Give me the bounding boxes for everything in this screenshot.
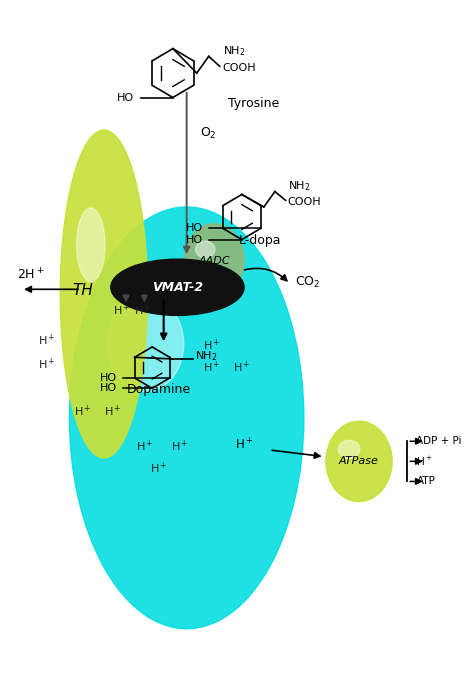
Text: HO: HO bbox=[186, 223, 203, 234]
Text: NH$_2$: NH$_2$ bbox=[288, 180, 310, 193]
Text: H$^+$: H$^+$ bbox=[203, 360, 221, 375]
Text: HO: HO bbox=[186, 235, 203, 244]
Ellipse shape bbox=[338, 440, 360, 458]
Ellipse shape bbox=[77, 208, 105, 281]
Ellipse shape bbox=[184, 223, 244, 297]
Text: VMAT-2: VMAT-2 bbox=[152, 281, 203, 294]
Text: HO: HO bbox=[100, 383, 117, 394]
Text: HO: HO bbox=[100, 373, 117, 383]
Text: AADC: AADC bbox=[199, 256, 230, 265]
Text: H$^+$: H$^+$ bbox=[37, 356, 55, 372]
Text: H$^+$: H$^+$ bbox=[171, 438, 189, 454]
Text: Dopamine: Dopamine bbox=[127, 383, 191, 396]
Text: ADP + Pi: ADP + Pi bbox=[417, 436, 462, 446]
Text: H$^+$: H$^+$ bbox=[137, 438, 154, 454]
Text: H$^+$: H$^+$ bbox=[113, 303, 130, 319]
Text: COOH: COOH bbox=[288, 196, 321, 207]
Ellipse shape bbox=[69, 207, 304, 628]
Text: H$^+$: H$^+$ bbox=[235, 437, 253, 452]
Text: NH$_2$: NH$_2$ bbox=[195, 350, 218, 363]
Text: Tyrosine: Tyrosine bbox=[228, 97, 279, 110]
Text: L-dopa: L-dopa bbox=[239, 234, 282, 247]
Ellipse shape bbox=[326, 421, 392, 502]
Text: H$^+$: H$^+$ bbox=[37, 333, 55, 348]
Text: TH: TH bbox=[73, 283, 94, 298]
Text: H$^+$: H$^+$ bbox=[233, 360, 251, 375]
Text: H$^+$: H$^+$ bbox=[74, 404, 92, 418]
Text: NH$_2$: NH$_2$ bbox=[222, 44, 245, 58]
Text: CO$_2$: CO$_2$ bbox=[295, 275, 320, 290]
Ellipse shape bbox=[60, 130, 147, 458]
Text: O$_2$: O$_2$ bbox=[201, 126, 217, 141]
Text: COOH: COOH bbox=[222, 63, 256, 73]
Ellipse shape bbox=[108, 296, 184, 391]
Text: H$^+$: H$^+$ bbox=[134, 303, 152, 319]
Text: H$^+$: H$^+$ bbox=[203, 338, 221, 353]
Text: ATPase: ATPase bbox=[339, 456, 379, 466]
Text: ATP: ATP bbox=[417, 477, 435, 487]
Text: HO: HO bbox=[117, 92, 134, 103]
Text: H$^+$: H$^+$ bbox=[417, 455, 433, 468]
Ellipse shape bbox=[196, 241, 215, 258]
Text: H$^+$: H$^+$ bbox=[104, 404, 122, 418]
Text: H$^+$: H$^+$ bbox=[150, 460, 168, 476]
Ellipse shape bbox=[111, 259, 244, 315]
Text: 2H$^+$: 2H$^+$ bbox=[17, 267, 44, 283]
